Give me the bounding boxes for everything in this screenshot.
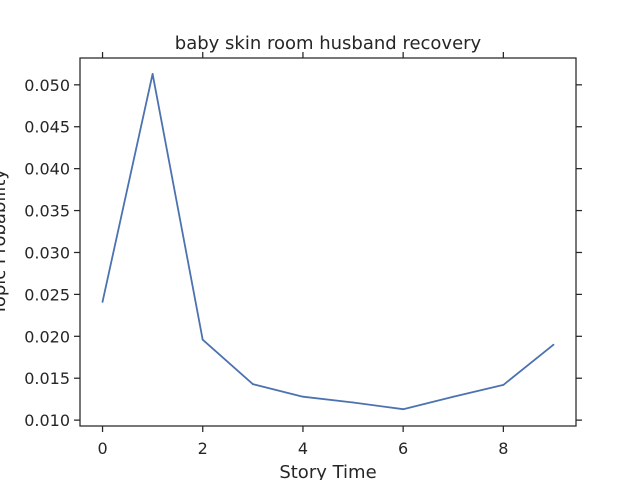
axis-ticks: 0 2 4 6 8 0.010 0.015 0.020 0.025 0.030 0.035 0.040… [24, 52, 582, 458]
y-tick-label: 0.040 [24, 160, 70, 179]
y-tick-label: 0.015 [24, 369, 70, 388]
axes-frame [79, 57, 577, 427]
y-tick-label: 0.020 [24, 327, 70, 346]
data-point [502, 384, 505, 386]
data-point [101, 301, 104, 303]
data-point [302, 395, 304, 398]
data-point [552, 343, 555, 346]
y-tick-label: 0.035 [24, 202, 70, 221]
y-tick-label: 0.045 [24, 118, 70, 137]
x-tick-label: 8 [498, 439, 508, 458]
data-point [402, 408, 405, 411]
x-tick-label: 6 [398, 439, 408, 458]
x-tick-label: 2 [198, 439, 208, 458]
x-tick-label: 0 [97, 439, 107, 458]
x-tick-label: 4 [298, 439, 308, 458]
data-point [201, 338, 204, 341]
x-axis-label: Story Time [279, 462, 376, 480]
data-series [101, 73, 555, 411]
data-point [251, 383, 254, 385]
y-tick-label: 0.025 [24, 285, 70, 304]
data-point [452, 395, 455, 398]
y-tick-label: 0.010 [24, 411, 70, 430]
data-point [352, 401, 354, 404]
chart-title: baby skin room husband recovery [175, 33, 482, 54]
y-axis-label: Topic Probability [0, 169, 10, 316]
y-tick-label: 0.030 [24, 243, 70, 262]
y-tick-label: 0.050 [24, 76, 70, 95]
data-point [151, 73, 154, 75]
series-line [101, 73, 555, 411]
